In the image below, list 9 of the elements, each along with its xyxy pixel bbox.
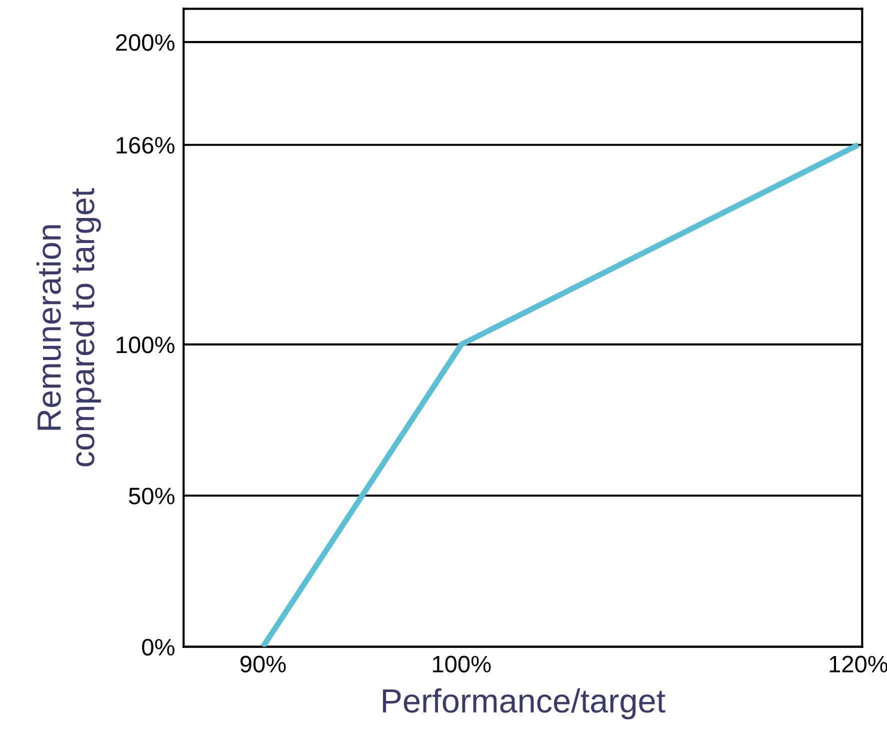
x-axis-title: Performance/target	[382, 688, 666, 720]
y-tick-label: 100%	[116, 336, 174, 354]
y-tick-label: 0%	[142, 638, 174, 656]
y-axis-title: Remuneration compared to target	[36, 188, 101, 466]
x-tick-label: 100%	[432, 656, 491, 672]
y-tick-label: 166%	[116, 136, 174, 154]
x-tick-label: 90%	[240, 656, 286, 672]
y-tick-label: 50%	[128, 488, 174, 504]
y-tick-label: 200%	[116, 34, 174, 51]
